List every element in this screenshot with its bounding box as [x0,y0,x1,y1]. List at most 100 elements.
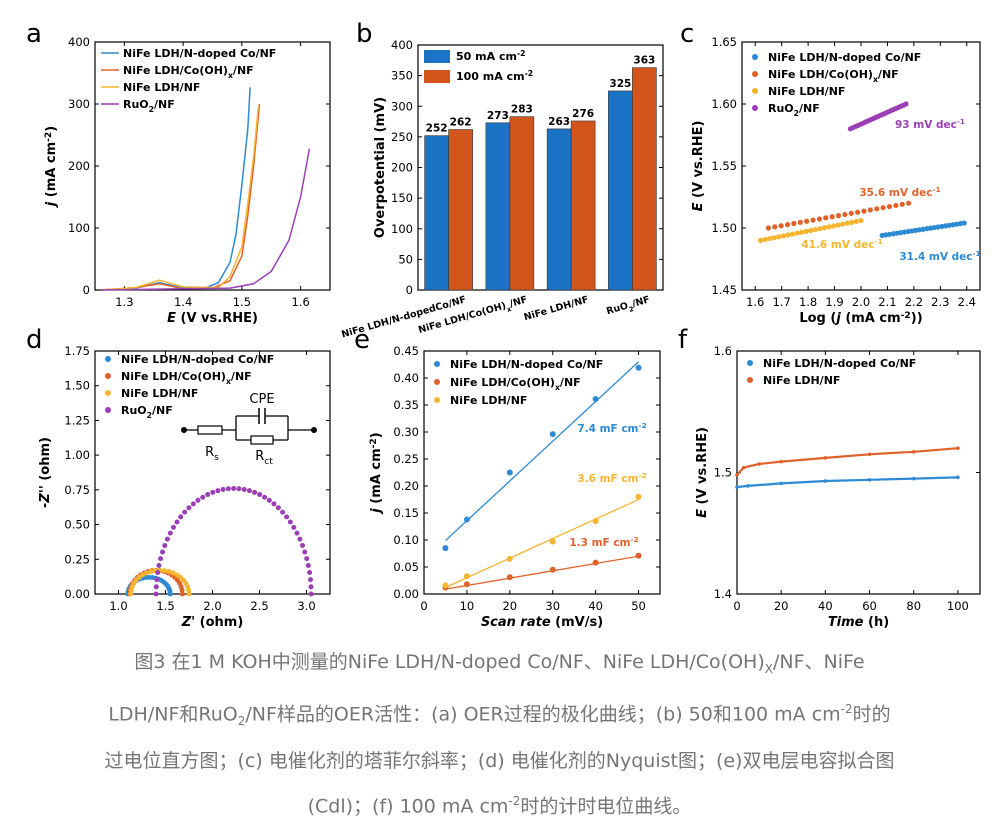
y-tick-label: 0.35 [393,398,419,412]
label-segment: NiFe LDH/Co(OH) [121,370,226,383]
slope-annotation: 93 mV dec-1 [895,117,965,131]
legend-marker [752,88,758,94]
cpe-label: CPE [249,392,274,407]
nyquist-point-4 [155,570,161,576]
label-segment: (mA cm [841,311,901,326]
legend-label: NiFe LDH/Co(OH)x/NF [450,376,581,392]
label-segment: NiFe LDH/Co(OH) [768,68,873,81]
bar-value-label: 263 [548,116,570,128]
x-axis-label: Z' (ohm) [181,615,244,630]
y-tick-label: 1.75 [64,344,90,358]
x-tick-label: 1.0 [109,599,127,613]
rct-label: Rct [255,449,273,467]
x-category-label: NiFe LDH/Co(OH)x/NF [417,294,529,339]
cdl-point-3 [442,582,449,589]
tafel-point-2 [906,200,912,206]
nyquist-point-4 [156,563,162,569]
label-segment: NiFe LDH/N-doped Co/NF [123,47,276,60]
cdl-point-3 [592,518,599,525]
cdl-point-3 [549,538,556,545]
nyquist-point-4 [307,570,313,576]
tafel-point-2 [810,217,816,223]
legend-label: NiFe LDH/Co(OH)x/NF [121,370,252,386]
fit-line-2 [445,555,639,590]
x-tick-label: 1.5 [156,599,174,613]
label-segment: /NF [508,294,528,310]
nyquist-point-4 [236,486,242,492]
tafel-point-3 [817,226,823,232]
x-tick-label: 1.6 [746,295,764,309]
y-tick-label: 0.00 [64,587,90,601]
legend-marker [752,54,758,60]
label-segment: /NF [799,102,820,115]
label-segment: ) [369,432,384,438]
rs-label: Rs [205,445,219,463]
nyquist-point-4 [215,488,221,494]
nyquist-point-4 [266,497,272,503]
tafel-point-3 [844,220,850,226]
tafel-point-2 [835,213,842,219]
label-segment: NiFe LDH/N-doped Co/NF [763,357,916,370]
label-segment: Scan rate [481,615,551,630]
x-tick-label: 1.8 [799,295,817,309]
legend-label: RuO2/NF [121,404,173,420]
y-tick-label: 1.25 [64,413,90,427]
nyquist-point-4 [280,509,286,515]
nyquist-point-4 [160,549,166,555]
label-segment: NiFe LDH/N-doped Co/NF [768,51,921,64]
tafel-point-3 [803,228,809,234]
cdl-point-2 [635,552,642,559]
nyquist-point-4 [162,542,168,548]
label-segment: /NF [233,64,254,77]
x-tick-label: 3.0 [297,599,315,613]
label-segment: -2 [369,438,379,448]
legend-label: NiFe LDH/NF [450,394,527,407]
y-tick-label: 0.75 [64,483,90,497]
legend-label: NiFe LDH/N-doped Co/NF [123,47,276,60]
label-segment: NiFe LDH/NF [450,394,527,407]
tafel-point-3 [776,234,782,240]
label-segment: /NF [154,98,175,111]
stability-point-1 [867,477,872,482]
panel-letter-a: a [26,19,42,49]
y-axis-label: j (mA cm-2) [44,126,59,208]
series-line-3 [100,107,260,291]
label-segment: NiFe LDH/N-doped Co/NF [121,353,274,366]
tafel-point-2 [848,210,854,216]
legend-label: NiFe LDH/N-doped Co/NF [450,358,603,371]
label-segment: -2 [631,535,639,544]
nyquist-point-4 [305,563,311,569]
legend-label: NiFe LDH/NF [123,81,200,94]
stability-point-2 [911,450,916,454]
x-tick-label: 80 [906,599,921,613]
tafel-point-2 [765,225,772,231]
cdl-point-3 [463,573,470,580]
label-segment: (V vs.RHE) [691,121,706,203]
label-segment: -Z'' [38,485,53,508]
y-tick-label: 200 [68,159,90,173]
label-segment: ct [264,457,273,467]
y-axis-label: E (V vs.RHE) [691,121,706,212]
legend-marker [747,377,753,383]
tafel-point-2 [880,205,886,211]
bar-50-2 [485,122,511,291]
legend-label: RuO2/NF [768,102,820,118]
legend-label: NiFe LDH/Co(OH)x/NF [768,68,899,84]
x-tick-label: 60 [862,599,877,613]
cdl-point-1 [592,396,599,403]
panel-d: 1.0 1.5 2.0 2.5 3.0 0.00 0.25 0.50 0.75 1.00 1.25 1… [38,344,331,630]
x-tick-label: 1.6 [291,295,309,309]
tafel-point-2 [778,223,784,229]
panel-f: 0 20 40 60 80 100 1.4 1.5 1.6 NiFe LDH/N-doped Co… [695,344,981,630]
label-segment: 1.3 mF cm [569,537,630,549]
x-axis-label: Log (j (mA cm-2)) [799,311,922,326]
bar-value-label: 252 [426,123,448,135]
y-axis-label: E (V vs.RHE) [695,427,710,518]
x-tick-label: 2.5 [250,599,268,613]
label-segment: RuO [605,301,629,318]
nyquist-point-3 [140,572,146,578]
legend-label: NiFe LDH/N-doped Co/NF [768,51,921,64]
tafel-point-2 [893,202,899,209]
stability-point-2 [757,462,761,466]
